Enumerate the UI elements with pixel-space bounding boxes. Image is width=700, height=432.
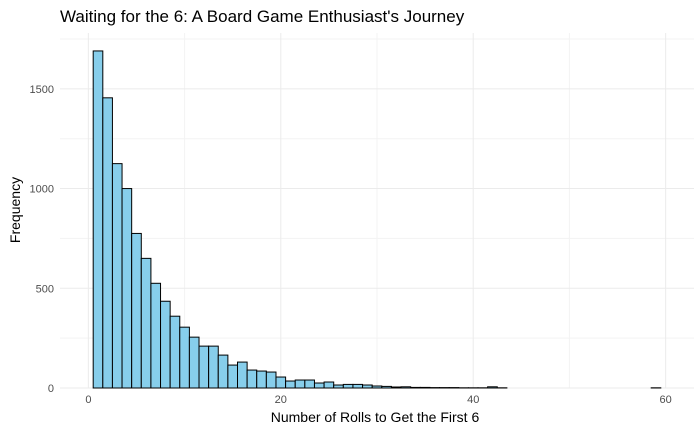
histogram-bar (333, 384, 344, 389)
histogram-bar (410, 386, 421, 389)
y-axis-ticks: 0 500 1000 1500 (30, 84, 54, 395)
histogram-bar (111, 163, 123, 389)
histogram-bar (140, 257, 152, 389)
histogram-bar (102, 97, 113, 389)
histogram-bar (131, 232, 142, 389)
histogram-bar (265, 371, 277, 389)
histogram-bar (246, 369, 258, 389)
chart-title: Waiting for the 6: A Board Game Enthusia… (60, 7, 465, 26)
histogram-bar (487, 386, 498, 389)
histogram-bar (237, 361, 248, 389)
x-axis-title: Number of Rolls to Get the First 6 (271, 409, 480, 425)
histogram-bar (188, 336, 200, 389)
histogram-bar (352, 383, 364, 389)
y-tick-label: 0 (48, 383, 54, 395)
y-axis-title: Frequency (7, 177, 23, 243)
histogram-bar (342, 383, 354, 389)
histogram-bar (313, 382, 325, 389)
histogram-bar (419, 386, 431, 389)
histogram-bar (150, 282, 162, 389)
histogram-bar (169, 315, 181, 389)
histogram-bar (381, 385, 392, 389)
histogram-bar (275, 376, 287, 389)
y-tick-label: 1500 (30, 84, 54, 96)
histogram-bar (179, 326, 190, 389)
histogram-bar (285, 380, 296, 389)
x-axis-ticks: 0 20 40 60 (85, 394, 671, 406)
x-tick-label: 20 (275, 394, 287, 406)
histogram-bar (390, 386, 402, 389)
histogram-bar (371, 385, 383, 389)
histogram-bar (362, 384, 373, 389)
y-tick-label: 1000 (30, 184, 54, 196)
histogram-bar (217, 354, 229, 389)
x-tick-label: 0 (85, 394, 91, 406)
histogram-bar (227, 364, 239, 389)
bars (92, 50, 662, 389)
histogram-bar (208, 345, 219, 389)
histogram-bar (294, 379, 306, 389)
x-tick-label: 60 (659, 394, 671, 406)
histogram-bar (400, 386, 412, 389)
histogram-bar (256, 370, 267, 389)
x-tick-label: 40 (467, 394, 479, 406)
histogram-bar (160, 300, 171, 389)
histogram-bar (121, 188, 133, 389)
histogram-bar (323, 381, 335, 389)
histogram-bar (198, 345, 210, 389)
histogram-bar (304, 379, 315, 389)
y-tick-label: 500 (36, 283, 54, 295)
histogram-bar (92, 50, 104, 389)
